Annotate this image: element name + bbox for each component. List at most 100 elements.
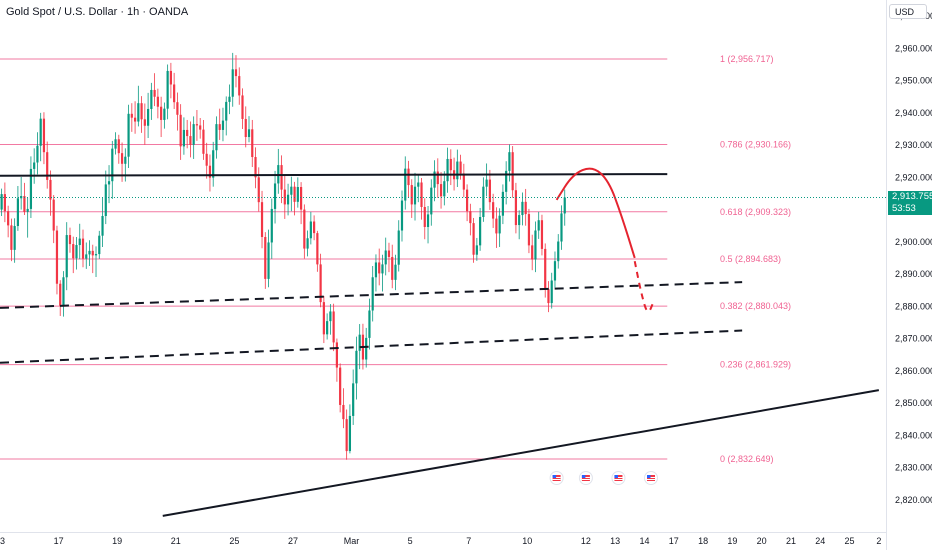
candle-body xyxy=(98,235,101,255)
candle-body xyxy=(147,108,150,126)
event-flag-icon[interactable] xyxy=(549,471,564,485)
candle-body xyxy=(521,201,524,216)
candle-body xyxy=(495,218,498,234)
candle-body xyxy=(247,129,251,138)
candle-body xyxy=(400,200,404,231)
candle-body xyxy=(514,190,518,226)
forecast-dashed[interactable] xyxy=(633,260,656,313)
candle-body xyxy=(218,124,221,130)
candle-body xyxy=(475,245,478,255)
candle-body xyxy=(3,194,6,212)
candle-body xyxy=(36,145,39,163)
price-axis[interactable]: 2,820.000 2,830.000 2,840.000 2,850.000 2,86… xyxy=(895,11,932,505)
dashed-trendline[interactable] xyxy=(0,329,743,364)
candle-body xyxy=(140,103,143,120)
candle-body xyxy=(234,69,238,77)
candle-body xyxy=(485,179,488,187)
time-tick-label: 19 xyxy=(727,536,737,546)
candle-body xyxy=(7,211,10,226)
candle-body xyxy=(303,209,306,249)
fib-level-label: 0.5 (2,894.683) xyxy=(720,254,781,264)
candle-body xyxy=(39,118,42,146)
candle-body xyxy=(293,186,296,202)
time-tick-label: 27 xyxy=(288,536,298,546)
fib-level-label: 0.382 (2,880.043) xyxy=(720,301,791,311)
fibonacci-retracement[interactable]: 1 (2,956.717) 0.786 (2,930.166) 0.618 (2,9… xyxy=(0,54,791,464)
price-tick-label: 2,880.000 xyxy=(895,301,932,311)
candle-body xyxy=(374,262,378,278)
trendline[interactable] xyxy=(0,173,668,177)
fib-level-label: 0.236 (2,861.929) xyxy=(720,360,791,370)
candle-body xyxy=(153,89,156,97)
candle-body xyxy=(352,383,355,416)
candle-body xyxy=(49,179,52,200)
fib-level-label: 1 (2,956.717) xyxy=(720,54,774,64)
event-flag-icon[interactable] xyxy=(611,471,626,485)
candle-body xyxy=(368,310,371,338)
candle-body xyxy=(488,179,491,203)
candle-body xyxy=(498,215,501,234)
candle-body xyxy=(306,238,309,249)
candle-body xyxy=(85,254,88,259)
candle-body xyxy=(186,129,189,137)
candles xyxy=(0,52,566,460)
candle-body xyxy=(16,198,20,227)
candle-body xyxy=(518,215,521,226)
candle-body xyxy=(290,186,293,195)
candle-body xyxy=(358,334,361,351)
candle-body xyxy=(417,182,420,187)
candle-body xyxy=(254,157,257,178)
candle-body xyxy=(205,153,208,166)
event-markers[interactable] xyxy=(549,471,658,485)
candle-body xyxy=(208,165,212,178)
trendline[interactable] xyxy=(162,389,880,517)
candle-body xyxy=(560,213,563,242)
candle-body xyxy=(319,264,322,303)
last-price-tag: 2,913.755 53:53 xyxy=(888,191,932,216)
price-tick-label: 2,820.000 xyxy=(895,495,932,505)
candle-body xyxy=(407,168,410,186)
candle-body xyxy=(443,181,446,197)
price-tick-label: 2,920.000 xyxy=(895,172,932,182)
candle-body xyxy=(531,245,534,260)
candle-body xyxy=(365,337,368,360)
candle-body xyxy=(413,186,417,205)
event-flag-icon[interactable] xyxy=(644,471,658,485)
candle-body xyxy=(202,129,205,154)
candle-body xyxy=(23,196,26,212)
candle-body xyxy=(459,161,462,174)
forecast-path[interactable] xyxy=(555,167,656,313)
candle-body xyxy=(241,95,244,119)
candle-body xyxy=(449,158,452,171)
dashed-trendline[interactable] xyxy=(0,281,743,309)
candle-body xyxy=(384,250,387,265)
candle-body xyxy=(46,152,49,180)
time-tick-label: 24 xyxy=(815,536,825,546)
candle-body xyxy=(26,208,29,212)
candle-body xyxy=(231,69,234,97)
trendlines[interactable] xyxy=(0,173,880,517)
price-tick-label: 2,930.000 xyxy=(895,140,932,150)
candle-body xyxy=(120,153,124,164)
price-tick-label: 2,890.000 xyxy=(895,269,932,279)
time-tick-label: 14 xyxy=(639,536,649,546)
time-tick-label: 17 xyxy=(54,536,64,546)
candle-body xyxy=(101,216,104,236)
time-tick-label: 17 xyxy=(669,536,679,546)
candle-body xyxy=(59,283,62,306)
candle-body xyxy=(179,114,182,147)
forecast-curve[interactable] xyxy=(555,167,636,259)
time-tick-label: 21 xyxy=(786,536,796,546)
currency-button[interactable]: USD xyxy=(889,4,927,19)
time-axis[interactable]: 13 17 19 21 25 27 Mar 5 7 10 12 13 14 17 18 19 20 21 24 25 2 xyxy=(0,536,881,546)
event-flag-icon[interactable] xyxy=(578,471,593,485)
candle-body xyxy=(433,171,436,188)
time-tick-label: 21 xyxy=(171,536,181,546)
candle-body xyxy=(322,302,325,335)
candle-body xyxy=(221,120,225,130)
candle-body xyxy=(225,101,228,121)
candle-body xyxy=(420,182,423,207)
fib-level-label: 0 (2,832.649) xyxy=(720,454,774,464)
candle-body xyxy=(65,235,68,278)
